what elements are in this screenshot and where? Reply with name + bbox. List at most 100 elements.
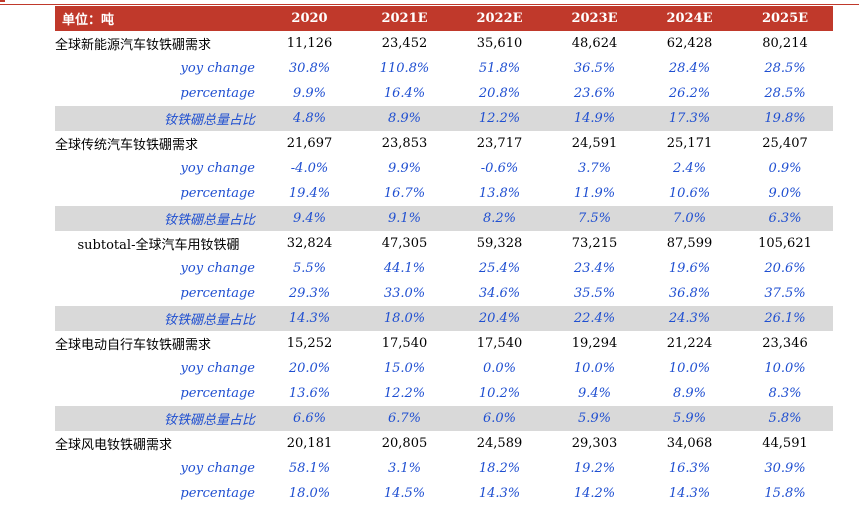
value-cell: 23,717 bbox=[476, 136, 523, 151]
row-label: yoy change bbox=[180, 261, 255, 276]
row-label: 全球新能源汽车钕铁硼需求 bbox=[55, 38, 212, 53]
value-cell: 14.2% bbox=[573, 486, 616, 501]
year-header: 2024E bbox=[642, 6, 737, 31]
value-cell: 35.5% bbox=[573, 286, 616, 301]
value-cell: 21,697 bbox=[286, 136, 333, 151]
value-cell: 20.4% bbox=[452, 306, 547, 331]
value-cell: 22.4% bbox=[547, 306, 642, 331]
value-cell: 59,328 bbox=[476, 236, 523, 251]
value-cell: 14.3% bbox=[668, 486, 711, 501]
value-cell: 21,224 bbox=[666, 336, 713, 351]
value-cell: 9.4% bbox=[262, 206, 357, 231]
top-rule-line bbox=[0, 4, 859, 5]
value-cell: 28.5% bbox=[764, 86, 806, 101]
value-cell: 8.9% bbox=[672, 386, 707, 401]
row-label: percentage bbox=[180, 86, 255, 101]
table-row: 钕铁硼总量占比 9.4% 9.1% 8.2% 7.5% 7.0% 6.3% bbox=[55, 206, 833, 231]
value-cell: 19.4% bbox=[288, 186, 331, 201]
value-cell: 4.8% bbox=[262, 106, 357, 131]
value-cell: 5.9% bbox=[642, 406, 737, 431]
table-row: yoy change -4.0% 9.9% -0.6% 3.7% 2.4% 0.9% bbox=[55, 156, 833, 181]
red-accent-mark bbox=[0, 0, 5, 2]
value-cell: 11.9% bbox=[573, 186, 616, 201]
value-cell: 51.8% bbox=[478, 61, 521, 76]
value-cell: 5.9% bbox=[547, 406, 642, 431]
value-cell: 19.8% bbox=[737, 106, 833, 131]
value-cell: 13.6% bbox=[288, 386, 331, 401]
table-row: yoy change 58.1% 3.1% 18.2% 19.2% 16.3% 30.9% bbox=[55, 456, 833, 481]
value-cell: 28.5% bbox=[764, 61, 806, 76]
value-cell: 35,610 bbox=[476, 36, 523, 51]
value-cell: 6.7% bbox=[357, 406, 452, 431]
value-cell: 26.1% bbox=[737, 306, 833, 331]
value-cell: 6.6% bbox=[262, 406, 357, 431]
value-cell: 25,407 bbox=[762, 136, 808, 151]
value-cell: 73,215 bbox=[571, 236, 618, 251]
value-cell: 7.5% bbox=[547, 206, 642, 231]
value-cell: 20.6% bbox=[764, 261, 806, 276]
value-cell: 23,853 bbox=[381, 136, 428, 151]
value-cell: 10.0% bbox=[573, 361, 616, 376]
value-cell: 9.0% bbox=[768, 186, 802, 201]
value-cell: 18.0% bbox=[288, 486, 331, 501]
row-label: yoy change bbox=[180, 461, 255, 476]
value-cell: 14.9% bbox=[547, 106, 642, 131]
value-cell: 29.3% bbox=[288, 286, 331, 301]
value-cell: 2.4% bbox=[672, 161, 707, 176]
value-cell: 15.0% bbox=[383, 361, 426, 376]
row-label: percentage bbox=[180, 286, 255, 301]
table-row: 全球电动自行车钕铁硼需求 15,252 17,540 17,540 19,294 21,2… bbox=[55, 331, 833, 356]
value-cell: 24,591 bbox=[571, 136, 618, 151]
value-cell: 10.2% bbox=[478, 386, 521, 401]
value-cell: 29,303 bbox=[571, 436, 618, 451]
value-cell: 34.6% bbox=[478, 286, 521, 301]
year-header: 2021E bbox=[357, 6, 452, 31]
value-cell: 17,540 bbox=[476, 336, 523, 351]
value-cell: 9.9% bbox=[387, 161, 422, 176]
value-cell: 44,591 bbox=[762, 436, 808, 451]
value-cell: 24.3% bbox=[642, 306, 737, 331]
value-cell: 34,068 bbox=[666, 436, 713, 451]
table-row: 全球传统汽车钕铁硼需求 21,697 23,853 23,717 24,591 25,17… bbox=[55, 131, 833, 156]
value-cell: 23,346 bbox=[762, 336, 808, 351]
table-row: 钕铁硼总量占比 6.6% 6.7% 6.0% 5.9% 5.9% 5.8% bbox=[55, 406, 833, 431]
value-cell: 11,126 bbox=[286, 36, 333, 51]
value-cell: 8.2% bbox=[452, 206, 547, 231]
value-cell: 7.0% bbox=[642, 206, 737, 231]
row-label: subtotal-全球汽车用钕铁硼 bbox=[77, 238, 240, 253]
table-row: 钕铁硼总量占比 4.8% 8.9% 12.2% 14.9% 17.3% 19.8% bbox=[55, 106, 833, 131]
row-label: percentage bbox=[180, 186, 255, 201]
row-label: 钕铁硼总量占比 bbox=[55, 306, 262, 331]
table-row: yoy change 5.5% 44.1% 25.4% 23.4% 19.6% 20.6% bbox=[55, 256, 833, 281]
row-label: yoy change bbox=[180, 361, 255, 376]
value-cell: 12.2% bbox=[383, 386, 426, 401]
table-row: yoy change 20.0% 15.0% 0.0% 10.0% 10.0% 10.0% bbox=[55, 356, 833, 381]
row-label: 钕铁硼总量占比 bbox=[55, 406, 262, 431]
value-cell: 30.8% bbox=[288, 61, 331, 76]
value-cell: 87,599 bbox=[666, 236, 713, 251]
value-cell: 6.3% bbox=[737, 206, 833, 231]
value-cell: 13.8% bbox=[478, 186, 521, 201]
value-cell: 48,624 bbox=[571, 36, 618, 51]
value-cell: 20.0% bbox=[288, 361, 331, 376]
year-header: 2023E bbox=[547, 6, 642, 31]
value-cell: 18.2% bbox=[478, 461, 521, 476]
value-cell: 6.0% bbox=[452, 406, 547, 431]
value-cell: 23,452 bbox=[381, 36, 428, 51]
value-cell: 15.8% bbox=[764, 486, 806, 501]
value-cell: 0.0% bbox=[482, 361, 517, 376]
table-row: yoy change 30.8% 110.8% 51.8% 36.5% 28.4% 28.5… bbox=[55, 56, 833, 81]
value-cell: 14.5% bbox=[383, 486, 426, 501]
table-row: percentage 29.3% 33.0% 34.6% 35.5% 36.8% 37.5% bbox=[55, 281, 833, 306]
value-cell: 3.1% bbox=[387, 461, 422, 476]
row-label: percentage bbox=[180, 486, 255, 501]
value-cell: 16.3% bbox=[668, 461, 711, 476]
value-cell: 47,305 bbox=[381, 236, 428, 251]
value-cell: 32,824 bbox=[286, 236, 333, 251]
value-cell: 10.6% bbox=[668, 186, 711, 201]
value-cell: 24,589 bbox=[476, 436, 523, 451]
row-label: yoy change bbox=[180, 61, 255, 76]
row-label: yoy change bbox=[180, 161, 255, 176]
value-cell: 23.4% bbox=[573, 261, 616, 276]
value-cell: 19.2% bbox=[573, 461, 616, 476]
